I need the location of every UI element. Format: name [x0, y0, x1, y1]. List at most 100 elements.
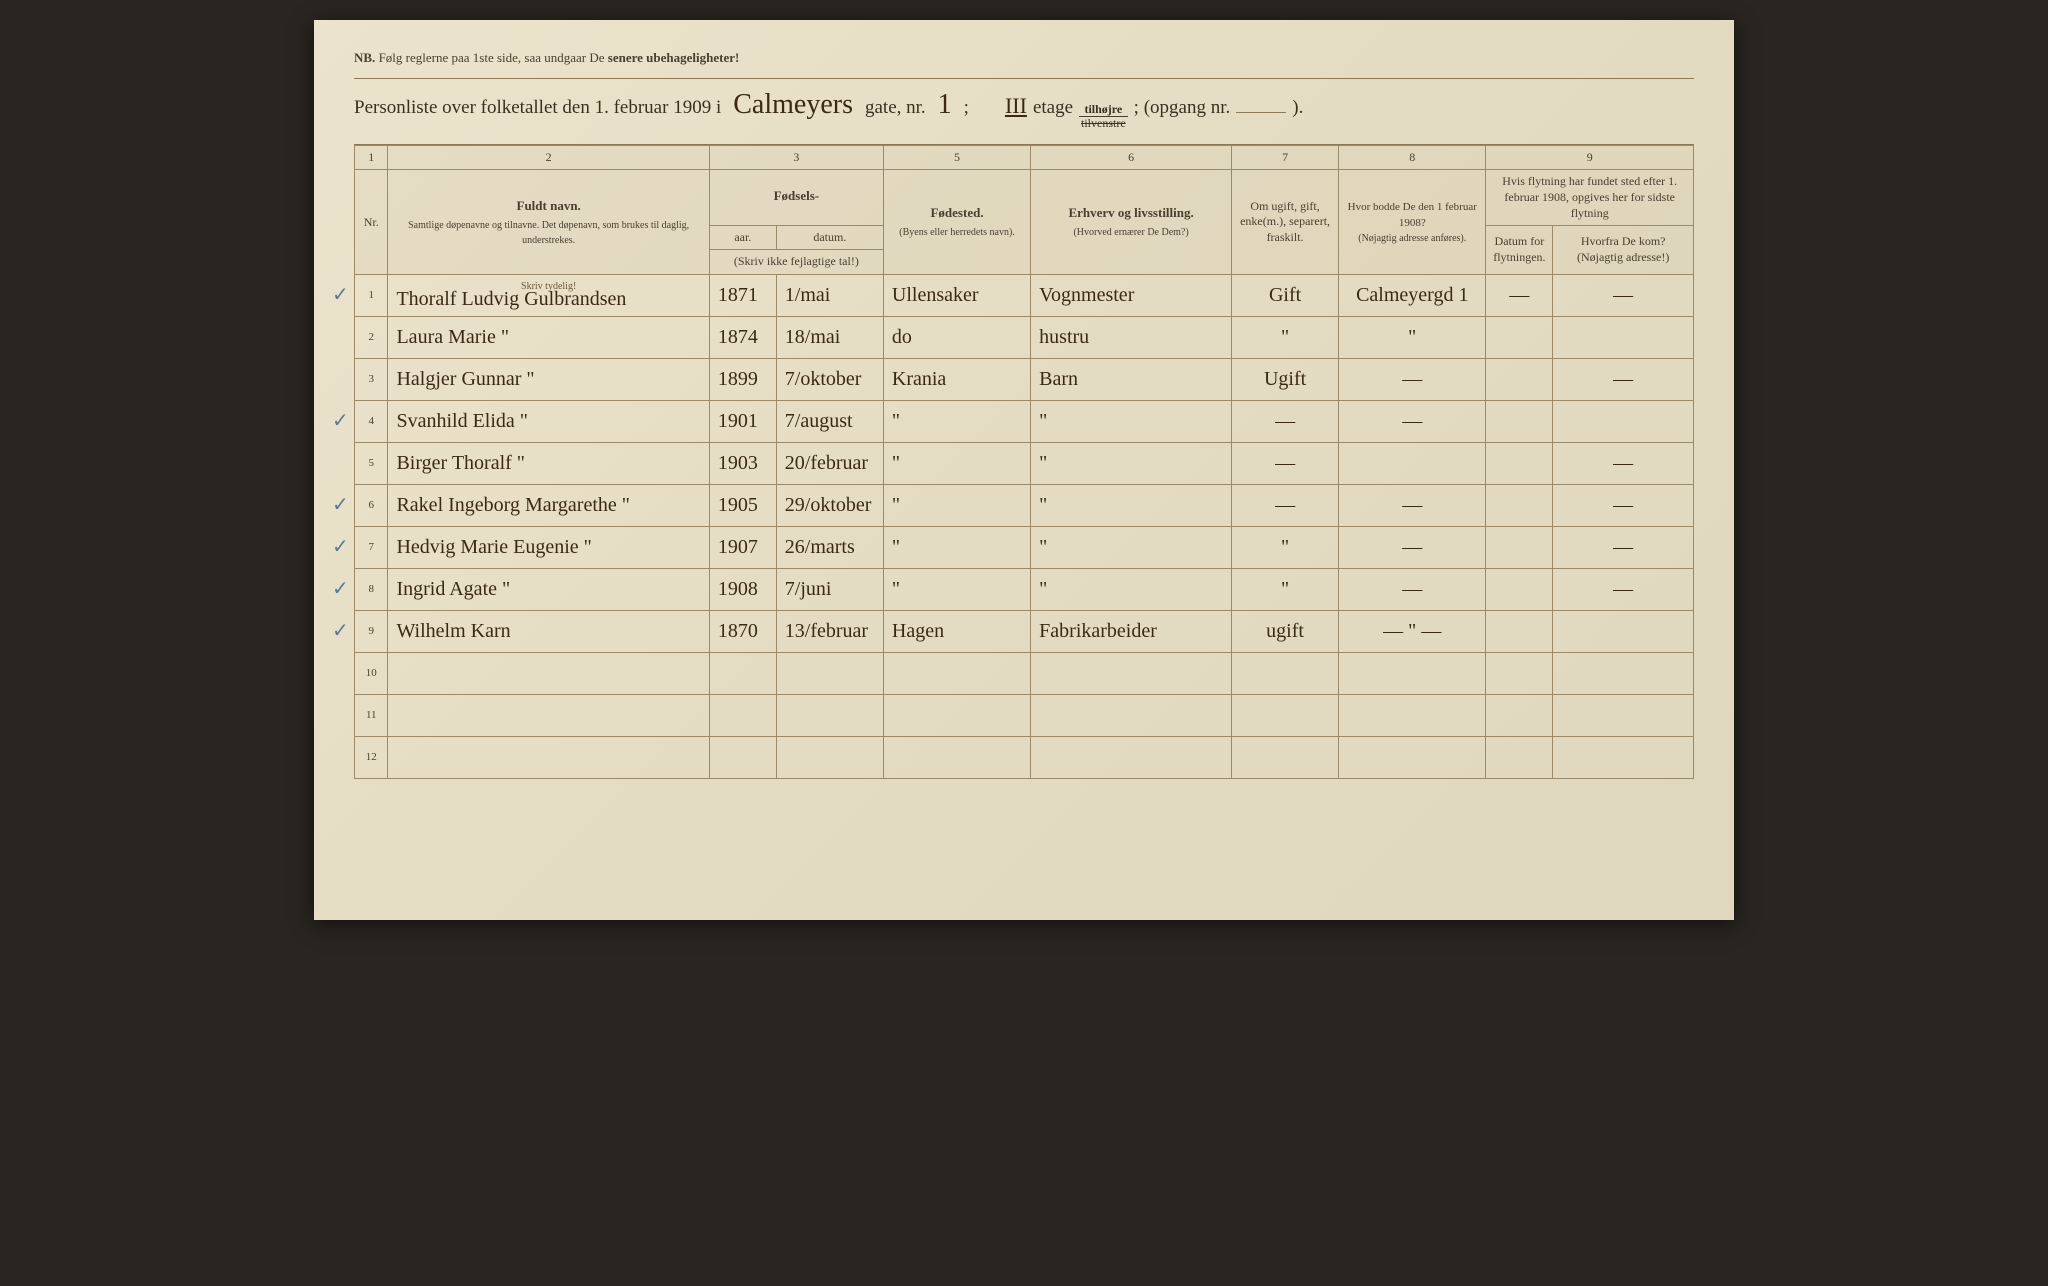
title-line: Personliste over folketallet den 1. febr… [354, 78, 1694, 145]
row-occ: hustru [1031, 316, 1232, 358]
nb-text1: Følg reglerne paa 1ste side, saa undgaar… [379, 50, 605, 65]
th-name: Fuldt navn. Samtlige døpenavne og tilnav… [388, 170, 709, 274]
row-date: 26/marts [776, 526, 883, 568]
row-name: Birger Thoralf " [388, 442, 709, 484]
row-name [388, 736, 709, 778]
census-table: 1 2 3 5 6 7 8 9 Nr. Fuldt navn. Samtlige… [354, 145, 1694, 778]
row-year: 1903 [709, 442, 776, 484]
row-place: " [883, 568, 1030, 610]
row-occ: " [1031, 526, 1232, 568]
th-prev-title: Hvor bodde De den 1 februar 1908? [1348, 201, 1477, 228]
th-bp-title: Fødested. [890, 205, 1024, 221]
table-row: 2Laura Marie "187418/maidohustru"" [355, 316, 1694, 358]
row-marital: ugift [1232, 610, 1339, 652]
row-nr: 4 [355, 400, 388, 442]
row-prev: — [1339, 400, 1486, 442]
row-occ: " [1031, 400, 1232, 442]
row-name: Wilhelm Karn [388, 610, 709, 652]
th-name-title: Fuldt navn. [394, 198, 702, 214]
row-name [388, 694, 709, 736]
th-name-sub: Samtlige døpenavne og tilnavne. Det døpe… [408, 220, 689, 246]
row-year: 1874 [709, 316, 776, 358]
row-marital [1232, 736, 1339, 778]
row-date [776, 736, 883, 778]
street-name-hw: Calmeyers [727, 89, 859, 121]
row-year [709, 736, 776, 778]
th-date: datum. [776, 226, 883, 250]
row-prev: — [1339, 568, 1486, 610]
row-name: Svanhild Elida " [388, 400, 709, 442]
row-mfrom: — [1553, 442, 1694, 484]
row-place: Krania [883, 358, 1030, 400]
row-occ [1031, 652, 1232, 694]
row-name: Hedvig Marie Eugenie " [388, 526, 709, 568]
row-marital: — [1232, 442, 1339, 484]
row-prev [1339, 736, 1486, 778]
gate-label: gate, nr. [865, 97, 926, 119]
row-mfrom [1553, 694, 1694, 736]
row-nr: 5 [355, 442, 388, 484]
row-name: Ingrid Agate " [388, 568, 709, 610]
nb-notice: NB. Følg reglerne paa 1ste side, saa und… [354, 50, 1694, 70]
semicolon: ; [964, 97, 969, 119]
check-mark: ✓ [332, 618, 349, 643]
th-occupation: Erhverv og livsstilling. (Hvorved ernære… [1031, 170, 1232, 274]
row-mfrom [1553, 736, 1694, 778]
colnum: 9 [1486, 146, 1694, 170]
title-prefix: Personliste over folketallet den 1. febr… [354, 97, 721, 119]
row-place [883, 652, 1030, 694]
row-year: 1870 [709, 610, 776, 652]
row-nr: 9 [355, 610, 388, 652]
row-prev [1339, 694, 1486, 736]
row-occ: Vognmester [1031, 274, 1232, 316]
th-prev-addr: Hvor bodde De den 1 februar 1908? (Nøjag… [1339, 170, 1486, 274]
colnum: 7 [1232, 146, 1339, 170]
table-row: 1Skriv tydelig!Thoralf Ludvig Gulbrandse… [355, 274, 1694, 316]
row-prev: — [1339, 484, 1486, 526]
row-marital [1232, 694, 1339, 736]
row-occ [1031, 736, 1232, 778]
check-mark: ✓ [332, 282, 349, 307]
row-prev: " [1339, 316, 1486, 358]
row-mdate [1486, 568, 1553, 610]
row-mdate: — [1486, 274, 1553, 316]
row-nr: 12 [355, 736, 388, 778]
th-marital: Om ugift, gift, enke(m.), separert, fras… [1232, 170, 1339, 274]
frac-bot: tilvenstre [1079, 117, 1128, 130]
row-mdate [1486, 610, 1553, 652]
row-marital: — [1232, 400, 1339, 442]
check-mark: ✓ [332, 408, 349, 433]
row-place [883, 736, 1030, 778]
frac-top: tilhøjre [1079, 103, 1128, 117]
row-occ: Fabrikarbeider [1031, 610, 1232, 652]
colnum: 3 [709, 146, 883, 170]
row-year [709, 652, 776, 694]
th-birthplace: Fødested. (Byens eller herredets navn). [883, 170, 1030, 274]
row-place: do [883, 316, 1030, 358]
row-year: 1905 [709, 484, 776, 526]
table-row: 8Ingrid Agate "19087/juni"""—— [355, 568, 1694, 610]
row-place: " [883, 442, 1030, 484]
row-marital: — [1232, 484, 1339, 526]
th-year: aar. [709, 226, 776, 250]
row-mdate [1486, 526, 1553, 568]
row-marital: " [1232, 316, 1339, 358]
th-move-title: Hvis flytning har fundet sted efter 1. f… [1486, 170, 1694, 226]
row-place: Hagen [883, 610, 1030, 652]
table-row: 3Halgjer Gunnar "18997/oktoberKraniaBarn… [355, 358, 1694, 400]
row-prev [1339, 652, 1486, 694]
side-fraction: tilhøjre tilvenstre [1079, 103, 1128, 130]
row-nr: 10 [355, 652, 388, 694]
row-year: 1899 [709, 358, 776, 400]
th-birth-title: Fødsels- [716, 188, 877, 204]
row-mfrom: — [1553, 358, 1694, 400]
row-name: Rakel Ingeborg Margarethe " [388, 484, 709, 526]
row-marital [1232, 652, 1339, 694]
opgang-blank [1236, 112, 1286, 113]
table-row: 12 [355, 736, 1694, 778]
table-row: 6Rakel Ingeborg Margarethe "190529/oktob… [355, 484, 1694, 526]
row-marital: " [1232, 568, 1339, 610]
check-mark: ✓ [332, 492, 349, 517]
opgang-label: ; (opgang nr. [1134, 97, 1231, 119]
colnum-row: 1 2 3 5 6 7 8 9 [355, 146, 1694, 170]
